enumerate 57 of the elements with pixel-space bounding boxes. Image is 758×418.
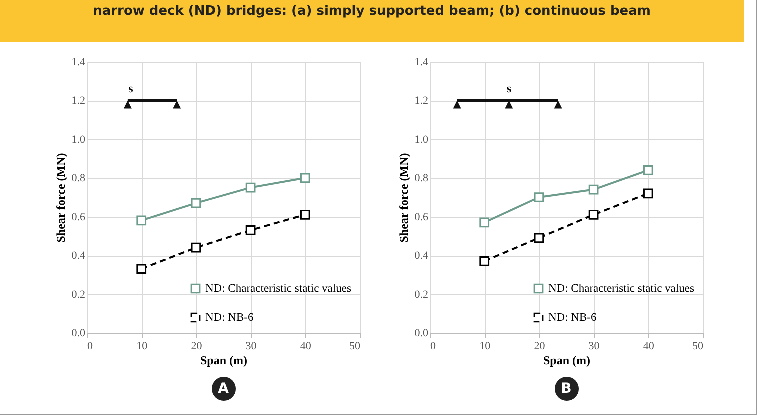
y-tick-label: 1.2 xyxy=(414,95,428,108)
point xyxy=(246,225,256,236)
x-tick-label: 30 xyxy=(246,340,258,352)
point xyxy=(246,182,256,193)
annotation: s xyxy=(128,82,134,96)
point xyxy=(300,210,310,220)
x-tick-label: 40 xyxy=(643,340,655,352)
y-tick-label: 0.2 xyxy=(72,288,86,301)
y-tick-label: 0.0 xyxy=(414,328,429,340)
x-tick-label: 0 xyxy=(430,340,436,352)
point xyxy=(191,198,202,208)
y-tick-label: 0.4 xyxy=(414,250,429,262)
x-tick-label: 50 xyxy=(350,340,361,352)
y-tick-label: 1.2 xyxy=(72,95,86,108)
letter-badge: B xyxy=(554,377,578,401)
legend-label: ND: NB-6 xyxy=(548,312,597,324)
x-axis-title: Span (m) xyxy=(543,354,591,368)
y-tick-label: 0.2 xyxy=(414,288,428,301)
y-tick-label: 0.0 xyxy=(72,328,86,340)
y-tick-label: 0.4 xyxy=(72,250,86,262)
y-tick-label: 0.8 xyxy=(414,172,429,185)
point xyxy=(191,242,202,253)
point xyxy=(588,210,599,220)
y-tick-label: 0.8 xyxy=(72,172,86,185)
point xyxy=(643,188,654,199)
x-tick-label: 40 xyxy=(300,340,312,352)
y-tick-label: 1.0 xyxy=(414,134,429,146)
x-axis-title: Span (m) xyxy=(200,354,248,368)
point xyxy=(643,165,654,176)
point xyxy=(534,233,544,244)
legend-label: ND: Characteristic static values xyxy=(548,282,695,295)
x-tick-label: 10 xyxy=(136,340,148,352)
point xyxy=(136,216,147,226)
point xyxy=(534,192,544,202)
y-tick-label: 1.0 xyxy=(72,134,86,146)
letter-badge: A xyxy=(212,377,236,401)
y-tick-label: 0.6 xyxy=(414,211,429,224)
point xyxy=(480,218,490,228)
point xyxy=(300,173,310,184)
y-tick-label: 1.4 xyxy=(414,56,429,68)
x-tick-label: 30 xyxy=(588,340,600,352)
point xyxy=(588,184,599,195)
y-tick-label: 0.6 xyxy=(72,211,86,224)
chart-title: narrow deck (ND) bridges: (a) simply supported beam; (b) continuous beam xyxy=(0,0,744,42)
y-tick-label: 1.4 xyxy=(72,56,86,68)
point xyxy=(480,256,490,266)
x-tick-label: 50 xyxy=(692,340,704,352)
y-axis-title: Shear force (MN) xyxy=(54,153,68,243)
x-tick-label: 20 xyxy=(191,340,203,352)
y-axis-title: Shear force (MN) xyxy=(396,153,411,243)
annotation: s xyxy=(506,82,512,96)
x-tick-label: 0 xyxy=(88,340,94,352)
x-tick-label: 20 xyxy=(534,340,546,352)
point xyxy=(136,264,147,274)
legend-label: ND: Characteristic static values xyxy=(206,282,352,295)
x-tick-label: 10 xyxy=(480,340,492,352)
legend-label: ND: NB-6 xyxy=(206,312,254,324)
